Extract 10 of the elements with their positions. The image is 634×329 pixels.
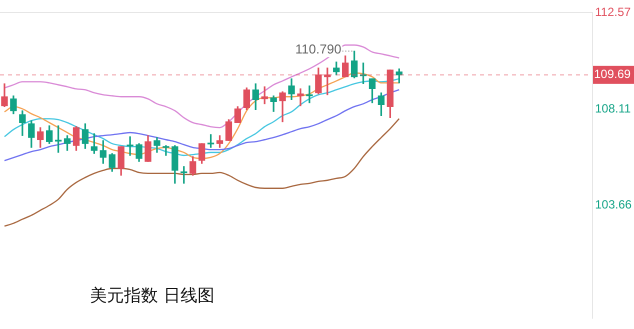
text: 美元指数 日线图 xyxy=(90,285,214,307)
y-tick-label: 103.66 xyxy=(595,197,632,212)
line-series xyxy=(4,118,400,227)
ref-line-label: 109.69 xyxy=(594,67,632,82)
candlestick xyxy=(207,134,214,148)
annotation: 110.790 xyxy=(295,42,342,57)
candlestick xyxy=(126,136,134,156)
candlestick xyxy=(162,145,170,156)
y-tick-label: 112.57 xyxy=(595,4,632,19)
y-tick-label: 108.11 xyxy=(595,101,632,116)
